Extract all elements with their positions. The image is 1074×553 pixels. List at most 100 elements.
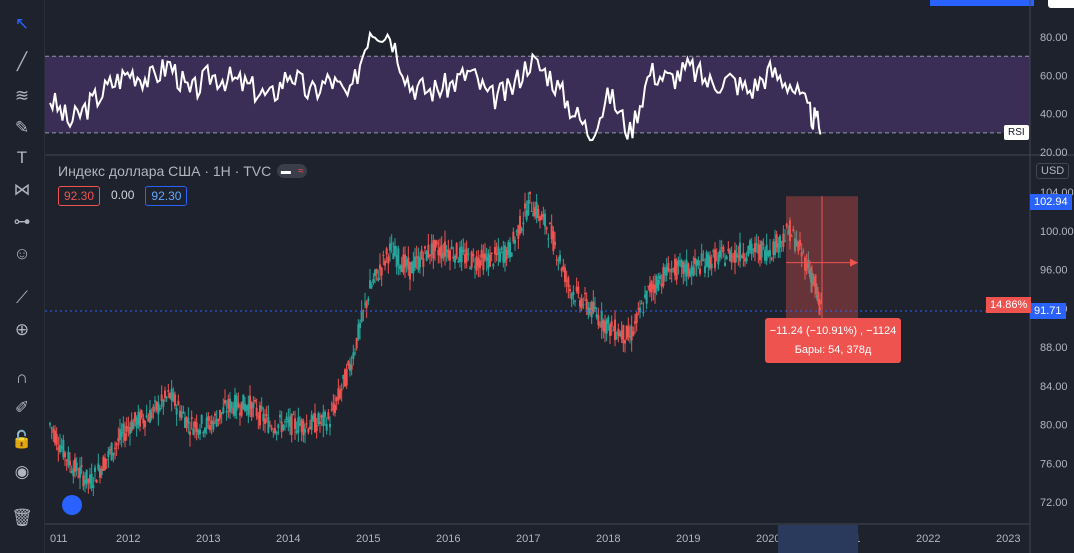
candle-body (795, 240, 798, 247)
candle-body (455, 243, 458, 258)
trendline-icon[interactable]: ╱ (16, 52, 28, 71)
currency-label[interactable]: USD (1036, 163, 1070, 179)
candle-body (784, 240, 786, 242)
candle-body (282, 424, 285, 430)
candle-body (432, 240, 435, 259)
candle-body (534, 207, 536, 217)
candle-body (199, 429, 201, 434)
time-tick-label: 2014 (276, 533, 300, 545)
candle-body (589, 307, 591, 314)
candle-body (120, 432, 123, 437)
tradingview-logo-icon (62, 495, 82, 515)
zoom-icon[interactable]: ⊕ (14, 320, 30, 339)
candle-body (492, 264, 495, 267)
eye-icon[interactable]: ◉ (14, 462, 30, 481)
candle-body (274, 427, 276, 433)
measure-arrow (850, 258, 858, 267)
candle-body (502, 251, 505, 263)
candle-body (507, 242, 510, 255)
candle-body (115, 443, 118, 446)
candle-body (585, 299, 588, 310)
candle-body (410, 262, 413, 274)
candle-body (709, 256, 711, 269)
candle-body (119, 429, 121, 440)
candle-body (449, 250, 451, 261)
trash-icon[interactable]: 🗑 (11, 508, 33, 527)
candle-body (320, 415, 323, 418)
candle-body (184, 417, 186, 428)
candle-body (737, 255, 740, 258)
magnet-icon[interactable]: ∩ (15, 368, 29, 387)
candle-body (665, 267, 668, 276)
candle-body (682, 261, 685, 274)
candle-body (664, 268, 666, 275)
candle-body (265, 414, 268, 417)
chart-canvas[interactable]: 80.0060.0040.0020.00104.00100.0096.0092.… (45, 0, 1074, 553)
candle-body (818, 298, 820, 306)
candle-body (465, 248, 468, 262)
time-tick-label: 2013 (196, 533, 220, 545)
candle-body (677, 259, 680, 266)
candle-body (379, 264, 381, 270)
candle-body (325, 423, 328, 431)
candle-body (735, 253, 738, 258)
candle-body (194, 421, 196, 428)
candle-body (807, 259, 810, 269)
candle-body (704, 266, 706, 273)
candle-body (235, 395, 238, 411)
candle-body (749, 240, 751, 251)
rsi-tick-label: 80.00 (1040, 32, 1068, 44)
candle-body (287, 419, 290, 423)
candle-body (715, 252, 718, 254)
text-icon[interactable]: T (16, 148, 28, 167)
candle-body (180, 411, 183, 418)
candle-body (505, 249, 508, 260)
candle-body (302, 420, 305, 436)
time-tick-label: 011 (50, 533, 68, 545)
candle-body (277, 424, 280, 429)
prediction-icon[interactable]: ⊶ (13, 212, 31, 231)
fib-icon[interactable]: ≋ (14, 86, 30, 105)
measure-line-1: −11.24 (−10.91%) , −1124 (769, 325, 897, 337)
candle-body (509, 242, 511, 258)
candle-body (674, 258, 676, 276)
candle-body (639, 307, 641, 313)
candle-body (392, 253, 395, 260)
candle-body (67, 451, 70, 466)
candle-body (579, 300, 581, 307)
candle-body (747, 246, 750, 256)
cursor-icon[interactable]: ↖ (14, 14, 30, 33)
candle-body (75, 462, 78, 472)
candle-body (764, 250, 766, 261)
candle-body (300, 419, 303, 432)
candle-body (560, 268, 563, 272)
candle-body (57, 447, 60, 451)
brush-icon[interactable]: ✎ (14, 118, 30, 137)
pattern-icon[interactable]: ⋈ (13, 180, 31, 199)
chart-legend[interactable]: Индекс доллара США · 1Н · TVC ▬ ≈ (58, 163, 308, 179)
candle-body (557, 259, 560, 261)
candle-body (79, 467, 81, 478)
candle-body (309, 426, 311, 430)
candle-body (459, 247, 461, 262)
lock-draw-icon[interactable]: ✐ (14, 398, 30, 417)
candle-body (460, 246, 463, 263)
candle-body (254, 399, 256, 402)
lock-icon[interactable]: 🔓 (11, 430, 33, 449)
candle-body (357, 324, 360, 339)
candle-body (205, 417, 208, 429)
candle-body (529, 191, 531, 195)
emoji-icon[interactable]: ☺ (13, 244, 31, 263)
ruler-icon[interactable]: ⟋ (16, 288, 28, 307)
candle-body (522, 222, 525, 225)
candle-body (387, 256, 390, 264)
legend-toggle[interactable]: ▬ ≈ (277, 164, 308, 178)
candle-body (712, 250, 715, 253)
candle-body (592, 301, 595, 313)
candle-body (237, 402, 240, 408)
candle-body (752, 249, 755, 251)
candle-body (780, 241, 783, 243)
candle-body (250, 402, 253, 418)
candle-body (347, 361, 350, 366)
candle-body (759, 244, 761, 261)
